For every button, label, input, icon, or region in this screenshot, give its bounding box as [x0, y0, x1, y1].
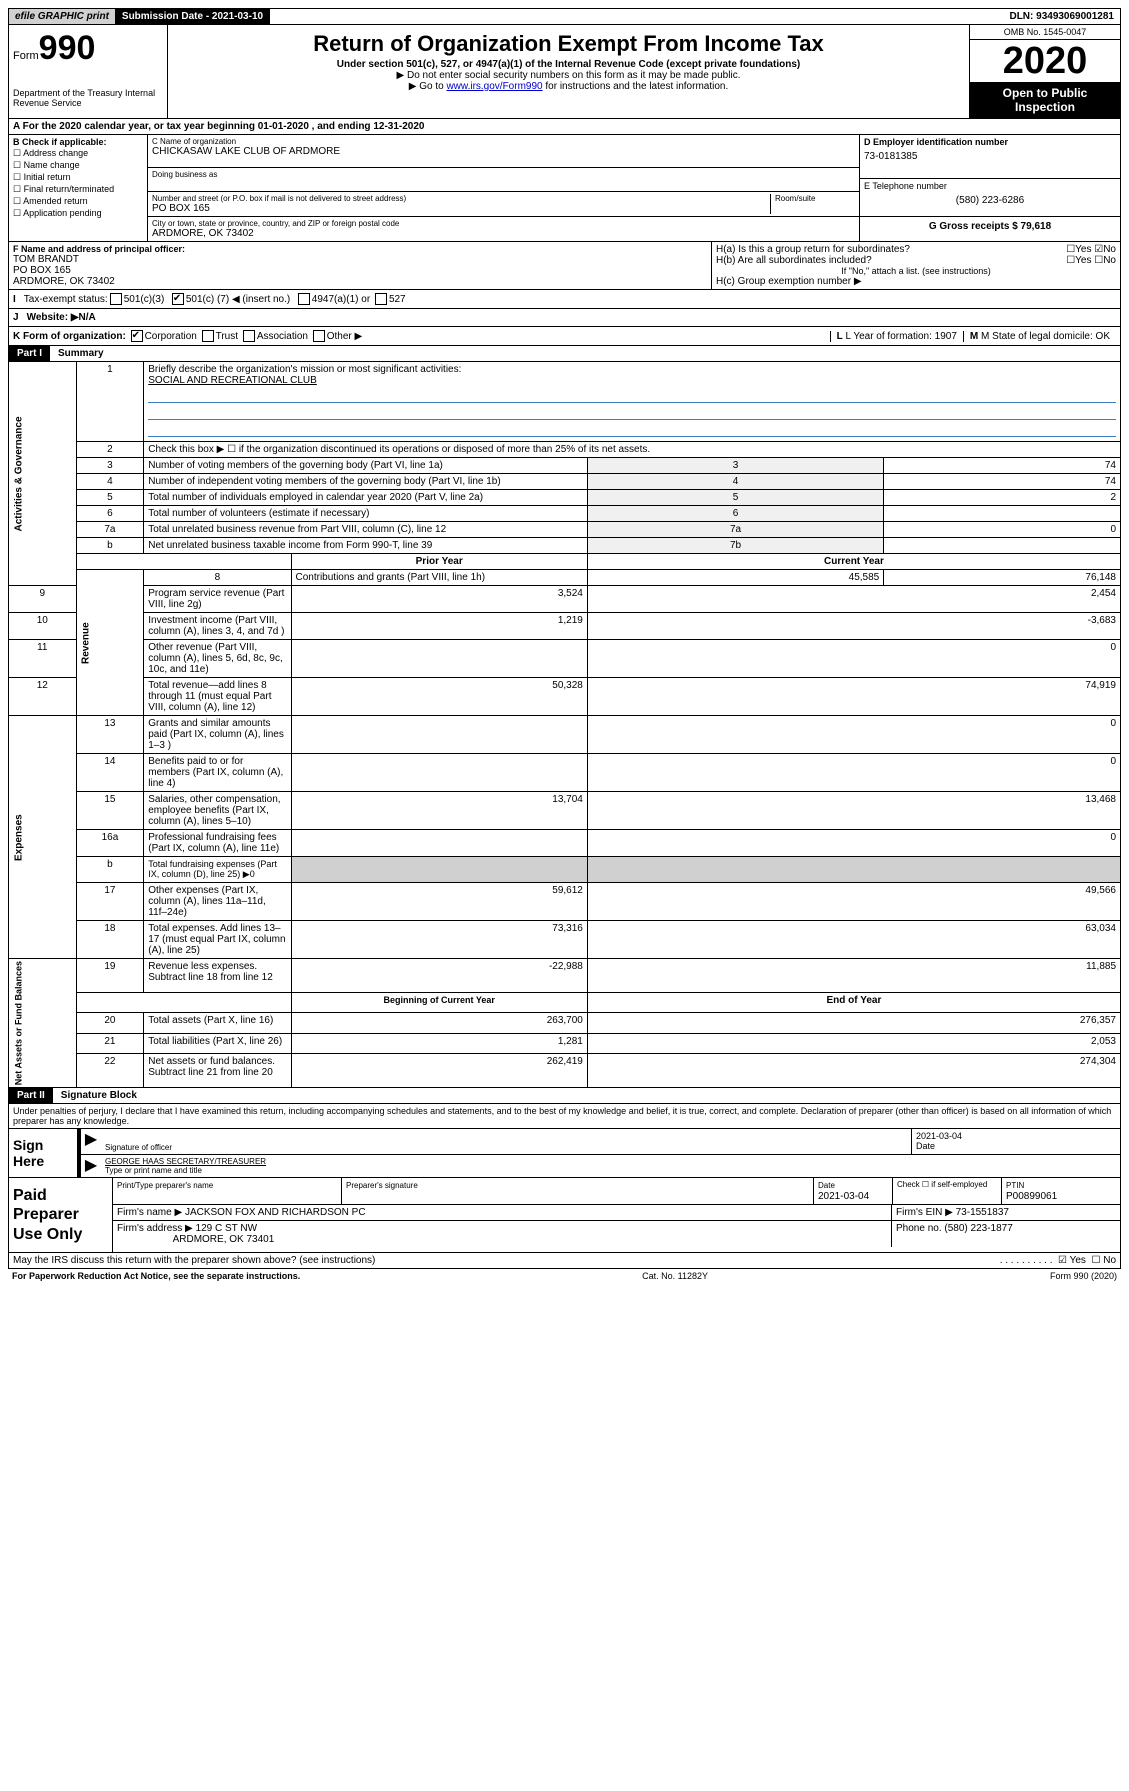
state-domicile: M M State of legal domicile: OK: [963, 331, 1116, 342]
check-b-label: B Check if applicable:: [13, 137, 143, 147]
form-number: 990: [39, 29, 96, 67]
note-ssn: ▶ Do not enter social security numbers o…: [172, 70, 965, 81]
tax-status-label: Tax-exempt status:: [24, 294, 108, 305]
check-pending[interactable]: ☐ Application pending: [13, 208, 143, 219]
org-city: ARDMORE, OK 73402: [152, 228, 855, 239]
omb-number: OMB No. 1545-0047: [970, 25, 1120, 40]
form-subtitle: Under section 501(c), 527, or 4947(a)(1)…: [172, 59, 965, 70]
check-address[interactable]: ☐ Address change: [13, 148, 143, 159]
website-value: N/A: [79, 312, 96, 323]
officer-street: PO BOX 165: [13, 265, 707, 276]
signature-block: Sign Here ▶ Signature of officer 2021-03…: [8, 1129, 1121, 1178]
firm-ein: 73-1551837: [956, 1207, 1009, 1218]
gross-receipts: G Gross receipts $ 79,618: [860, 217, 1120, 236]
officer-name: TOM BRANDT: [13, 254, 707, 265]
tax-year: 2020: [970, 40, 1120, 82]
check-4947[interactable]: [298, 293, 310, 305]
check-501c3[interactable]: [110, 293, 122, 305]
year-formation: L L Year of formation: 1907: [830, 331, 963, 342]
sign-here-label: Sign Here: [9, 1129, 77, 1177]
part1-header: Part I Summary: [8, 346, 1121, 362]
check-527[interactable]: [375, 293, 387, 305]
tax-status-row: I Tax-exempt status: 501(c)(3) 501(c) ( …: [8, 290, 1121, 309]
rev-label: Revenue: [76, 570, 144, 716]
website-row: J Website: ▶ N/A: [8, 309, 1121, 327]
dln: DLN: 93493069001281: [1003, 9, 1120, 24]
submission-date: Submission Date - 2021-03-10: [116, 9, 270, 24]
net-label: Net Assets or Fund Balances: [9, 959, 77, 1088]
ptin-value: P00899061: [1006, 1191, 1057, 1202]
note-link: ▶ Go to www.irs.gov/Form990 for instruct…: [172, 81, 965, 92]
e-label: E Telephone number: [864, 181, 1116, 191]
sign-date: 2021-03-04: [916, 1131, 962, 1141]
d-label: D Employer identification number: [864, 137, 1116, 147]
hb-label: H(b) Are all subordinates included?: [716, 255, 872, 266]
hc-label: H(c) Group exemption number ▶: [716, 276, 1116, 287]
city-label: City or town, state or province, country…: [152, 219, 855, 228]
check-501c[interactable]: [172, 293, 184, 305]
f-label: F Name and address of principal officer:: [13, 244, 707, 254]
ha-label: H(a) Is this a group return for subordin…: [716, 244, 910, 255]
signer-name: GEORGE HAAS SECRETARY/TREASURER: [105, 1157, 266, 1166]
ein-value: 73-0181385: [864, 151, 1116, 162]
section-f: F Name and address of principal officer:…: [8, 242, 1121, 290]
check-final[interactable]: ☐ Final return/terminated: [13, 184, 143, 195]
firm-addr2: ARDMORE, OK 73401: [173, 1234, 275, 1245]
discuss-row: May the IRS discuss this return with the…: [8, 1253, 1121, 1269]
section-b: B Check if applicable: ☐ Address change …: [8, 135, 1121, 242]
mission-text: SOCIAL AND RECREATIONAL CLUB: [148, 375, 317, 386]
dba-label: Doing business as: [152, 170, 855, 179]
tax-period: A For the 2020 calendar year, or tax yea…: [8, 119, 1121, 135]
form-title: Return of Organization Exempt From Incom…: [172, 31, 965, 57]
paid-preparer-block: Paid Preparer Use Only Print/Type prepar…: [8, 1178, 1121, 1253]
irs-link[interactable]: www.irs.gov/Form990: [446, 81, 542, 92]
room-label: Room/suite: [775, 194, 855, 203]
efile-button[interactable]: efile GRAPHIC print: [9, 9, 116, 24]
hb-note: If "No," attach a list. (see instruction…: [716, 266, 1116, 276]
part2-header: Part II Signature Block: [8, 1088, 1121, 1104]
top-bar: efile GRAPHIC print Submission Date - 20…: [8, 8, 1121, 25]
org-street: PO BOX 165: [152, 203, 770, 214]
check-other[interactable]: [313, 330, 325, 342]
org-name: CHICKASAW LAKE CLUB OF ARDMORE: [152, 146, 855, 157]
open-public-badge: Open to Public Inspection: [970, 82, 1120, 118]
footer: For Paperwork Reduction Act Notice, see …: [8, 1269, 1121, 1283]
hb-answer[interactable]: ☐Yes ☐No: [1066, 255, 1116, 266]
check-amended[interactable]: ☐ Amended return: [13, 196, 143, 207]
perjury-text: Under penalties of perjury, I declare th…: [8, 1104, 1121, 1129]
street-label: Number and street (or P.O. box if mail i…: [152, 194, 770, 203]
form-header: Form990 Department of the Treasury Inter…: [8, 25, 1121, 119]
c-label: C Name of organization: [152, 137, 855, 146]
dept-label: Department of the Treasury Internal Reve…: [13, 88, 163, 108]
gov-label: Activities & Governance: [9, 362, 77, 586]
officer-city: ARDMORE, OK 73402: [13, 276, 707, 287]
form-prefix: Form: [13, 50, 39, 62]
check-trust[interactable]: [202, 330, 214, 342]
ha-answer[interactable]: ☐Yes ☑No: [1066, 244, 1116, 255]
paid-preparer-label: Paid Preparer Use Only: [9, 1178, 112, 1252]
firm-addr1: 129 C ST NW: [196, 1223, 258, 1234]
summary-table: Activities & Governance 1 Briefly descri…: [8, 362, 1121, 1088]
firm-name: JACKSON FOX AND RICHARDSON PC: [185, 1207, 366, 1218]
check-corp[interactable]: [131, 330, 143, 342]
exp-label: Expenses: [9, 716, 77, 959]
check-initial[interactable]: ☐ Initial return: [13, 172, 143, 183]
phone-value: (580) 223-6286: [864, 195, 1116, 206]
sign-arrow-icon: ▶: [81, 1129, 101, 1154]
sign-arrow-icon: ▶: [81, 1155, 101, 1177]
discuss-answer[interactable]: ☑ Yes ☐ No: [1052, 1255, 1116, 1266]
k-org-row: K Form of organization: Corporation Trus…: [8, 327, 1121, 346]
check-assoc[interactable]: [243, 330, 255, 342]
firm-phone: (580) 223-1877: [944, 1223, 1012, 1234]
check-name[interactable]: ☐ Name change: [13, 160, 143, 171]
